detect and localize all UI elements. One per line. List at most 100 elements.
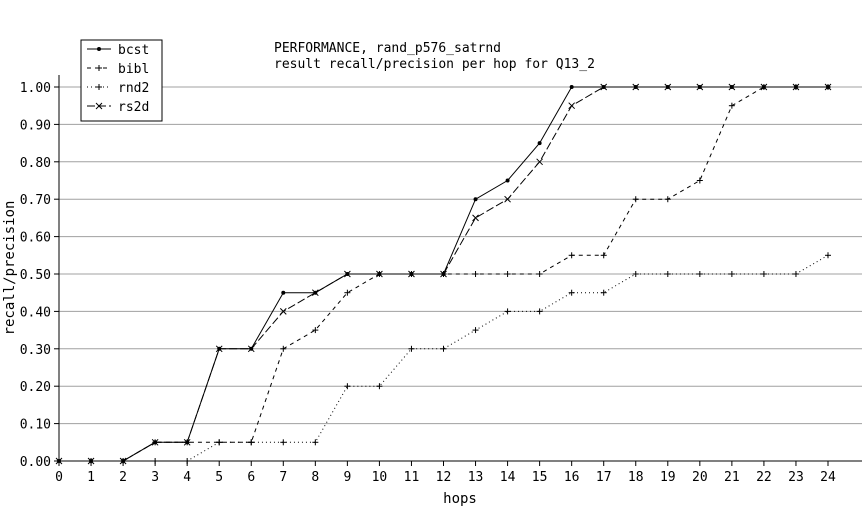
series-rnd2-marker	[600, 289, 607, 296]
x-tick-label: 2	[119, 470, 127, 485]
series-rnd2-marker	[280, 439, 287, 446]
series-rnd2	[56, 252, 831, 464]
legend-item-bcst: bcst	[87, 43, 149, 58]
y-tick-label: 0.10	[20, 418, 51, 433]
series-bibl-marker	[696, 177, 703, 184]
y-tick-label: 0.40	[20, 305, 51, 320]
legend-box	[80, 39, 163, 122]
x-tick-label: 23	[788, 470, 804, 485]
series-bibl-marker	[344, 289, 351, 296]
x-tick-label: 6	[247, 470, 255, 485]
series-rs2d-marker	[440, 270, 447, 278]
series-rs2d-marker	[792, 83, 800, 91]
series-line-rnd2	[59, 254, 829, 462]
y-axis-title: recall/precision	[2, 201, 18, 336]
series-rnd2-marker	[440, 345, 447, 352]
series-rnd2-marker	[184, 458, 191, 464]
series-bibl-marker	[664, 196, 671, 203]
legend-label: bibl	[118, 62, 149, 77]
series-rnd2-marker	[760, 271, 767, 277]
series-bibl-marker	[504, 271, 511, 277]
x-tick-label: 9	[343, 470, 351, 485]
series-rs2d-marker	[600, 83, 608, 91]
x-tick-label: 24	[820, 470, 836, 485]
x-tick-label: 3	[151, 470, 159, 485]
series-bcst-marker	[281, 290, 286, 295]
series-bibl-marker	[280, 345, 287, 352]
series-rs2d-marker	[279, 308, 287, 315]
y-tick-label: 0.70	[20, 193, 51, 208]
legend-label: rs2d	[118, 100, 149, 115]
series-rs2d-marker	[632, 83, 640, 91]
x-tick-label: 1	[87, 470, 95, 485]
series-bibl-marker	[472, 271, 479, 277]
y-tick-label: 0.80	[20, 156, 51, 171]
series-rs2d-marker	[760, 83, 768, 91]
series-rs2d-marker	[504, 195, 511, 203]
x-tick-label: 22	[756, 470, 772, 485]
series-bibl-marker	[728, 102, 735, 109]
series-rs2d-marker	[536, 158, 543, 166]
legend-item-rs2d: rs2d	[87, 100, 149, 115]
legend-label: rnd2	[118, 81, 149, 96]
legend: bcst bibl rnd2 rs2d	[80, 39, 163, 122]
x-tick-label: 12	[436, 470, 452, 485]
series-lines	[55, 83, 832, 465]
chart-subtitle: result recall/precision per hop for Q13_…	[274, 57, 595, 72]
series-rs2d-marker	[344, 270, 351, 278]
y-tick-label: 1.00	[20, 81, 51, 96]
y-tick-label: 0.20	[20, 380, 51, 395]
axes	[58, 75, 862, 462]
y-tick-label: 0.00	[20, 455, 51, 470]
series-rnd2-marker	[632, 271, 639, 277]
series-rnd2-marker	[344, 383, 351, 390]
x-tick-label: 14	[500, 470, 516, 485]
x-tick-label: 19	[660, 470, 676, 485]
series-rnd2-marker	[376, 383, 383, 390]
x-tick-label: 17	[596, 470, 612, 485]
series-rnd2-marker	[152, 458, 159, 464]
series-rs2d-marker	[376, 270, 383, 278]
series-bcst-marker	[537, 141, 542, 146]
series-rnd2-marker	[825, 252, 831, 259]
series-rnd2-marker	[568, 289, 575, 296]
series-rnd2-marker	[504, 308, 511, 315]
y-tick-label: 0.90	[20, 118, 51, 133]
series-rs2d-marker	[311, 289, 319, 297]
x-tick-label: 13	[468, 470, 484, 485]
legend-label: bcst	[118, 43, 149, 58]
series-rs2d-marker	[215, 345, 223, 353]
x-tick-label: 4	[183, 470, 191, 485]
x-tick-label: 21	[724, 470, 740, 485]
legend-rnd2-marker	[96, 84, 102, 90]
y-tick-label: 0.50	[20, 268, 51, 283]
series-rnd2-marker	[536, 308, 543, 315]
x-tick-label: 7	[279, 470, 287, 485]
series-rnd2-marker	[216, 439, 223, 446]
series-rs2d-marker	[696, 83, 704, 91]
series-rnd2-marker	[408, 345, 415, 352]
series-rs2d	[55, 83, 832, 465]
series-rnd2-marker	[312, 439, 319, 446]
y-tick-label: 0.60	[20, 231, 51, 246]
x-tick-label: 10	[372, 470, 388, 485]
series-rnd2-marker	[728, 271, 735, 277]
series-rs2d-marker	[472, 214, 479, 222]
series-rs2d-marker	[247, 345, 255, 353]
series-rnd2-marker	[664, 271, 671, 277]
x-tick-label: 18	[628, 470, 644, 485]
series-rs2d-marker	[151, 438, 159, 446]
y-tick-label: 0.30	[20, 343, 51, 358]
y-axis-ticks: 0.00 0.10 0.20 0.30 0.40 0.50 0.60 0.70 0.80 0.90…	[20, 81, 59, 470]
series-bcst-marker	[505, 178, 510, 183]
x-tick-label: 8	[311, 470, 319, 485]
series-bibl-marker	[536, 271, 543, 277]
series-bibl-marker	[632, 196, 639, 203]
series-rs2d-marker	[728, 83, 736, 91]
series-bibl-marker	[600, 252, 607, 259]
legend-bibl-marker	[96, 65, 102, 71]
series-rs2d-marker	[824, 83, 832, 91]
x-axis-title: hops	[443, 491, 477, 507]
gridlines	[59, 86, 862, 425]
